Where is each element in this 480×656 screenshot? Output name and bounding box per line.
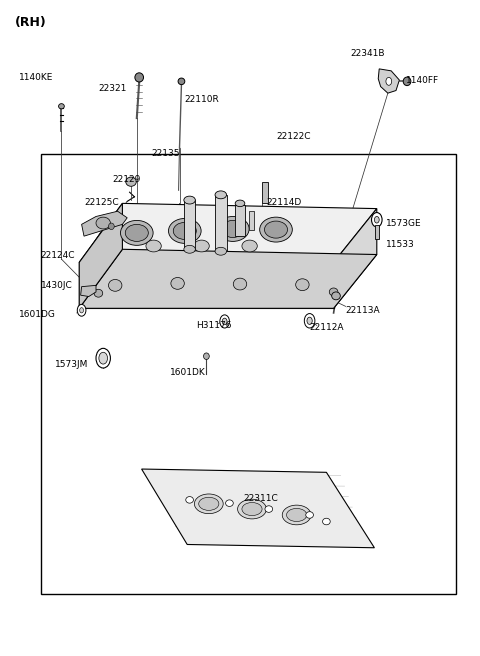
Ellipse shape (120, 220, 153, 245)
Ellipse shape (125, 224, 148, 241)
Bar (375, 225, 379, 239)
Ellipse shape (184, 196, 195, 204)
Text: 22112A: 22112A (310, 323, 344, 333)
Polygon shape (79, 249, 377, 308)
Ellipse shape (186, 497, 193, 503)
Text: 1430JC: 1430JC (41, 281, 72, 290)
Ellipse shape (108, 279, 122, 291)
Ellipse shape (264, 221, 288, 238)
Ellipse shape (215, 247, 227, 255)
Ellipse shape (220, 315, 229, 328)
Ellipse shape (307, 317, 312, 324)
Text: 1601DK: 1601DK (170, 368, 206, 377)
Ellipse shape (372, 213, 382, 227)
Ellipse shape (260, 217, 292, 242)
Text: 1601DG: 1601DG (19, 310, 56, 319)
Ellipse shape (168, 218, 201, 243)
Ellipse shape (304, 314, 315, 328)
Ellipse shape (238, 499, 266, 519)
Text: 22110R: 22110R (185, 95, 219, 104)
Ellipse shape (265, 506, 273, 512)
Ellipse shape (221, 220, 244, 237)
Ellipse shape (96, 217, 110, 229)
Ellipse shape (386, 77, 392, 85)
Ellipse shape (59, 104, 64, 109)
Bar (184, 200, 195, 249)
Text: 22129: 22129 (113, 175, 141, 184)
Ellipse shape (94, 289, 103, 297)
Ellipse shape (146, 240, 161, 252)
Ellipse shape (226, 500, 233, 506)
Ellipse shape (171, 277, 184, 289)
Ellipse shape (184, 245, 195, 253)
Ellipse shape (242, 240, 257, 252)
Ellipse shape (108, 223, 114, 230)
Bar (215, 195, 227, 251)
Ellipse shape (194, 240, 209, 252)
Ellipse shape (194, 494, 223, 514)
Polygon shape (82, 211, 127, 236)
Ellipse shape (77, 304, 86, 316)
Text: 22341B: 22341B (350, 49, 385, 58)
Bar (41, 154, 456, 594)
Bar (249, 211, 254, 230)
Ellipse shape (80, 308, 84, 313)
Ellipse shape (323, 518, 330, 525)
Ellipse shape (126, 177, 136, 186)
Ellipse shape (178, 78, 185, 85)
Text: 22125C: 22125C (84, 197, 119, 207)
Text: 22124C: 22124C (41, 251, 75, 260)
Ellipse shape (287, 508, 307, 522)
Ellipse shape (332, 292, 340, 300)
Ellipse shape (135, 73, 144, 82)
Polygon shape (334, 209, 377, 308)
Bar (235, 205, 245, 236)
Ellipse shape (235, 200, 245, 207)
Text: 1140FF: 1140FF (406, 75, 439, 85)
Text: 1140KE: 1140KE (19, 73, 54, 82)
Ellipse shape (215, 191, 227, 199)
Ellipse shape (96, 348, 110, 368)
Bar (262, 182, 268, 203)
Polygon shape (79, 203, 377, 262)
Text: 1573GE: 1573GE (386, 218, 422, 228)
Polygon shape (79, 203, 122, 308)
Polygon shape (142, 469, 374, 548)
Ellipse shape (306, 512, 313, 518)
Text: (RH): (RH) (14, 16, 46, 30)
Text: 22114D: 22114D (266, 197, 301, 207)
Polygon shape (378, 69, 399, 93)
Text: 22113A: 22113A (346, 306, 380, 315)
Text: 22122C: 22122C (276, 132, 311, 141)
Ellipse shape (233, 278, 247, 290)
Text: 11533: 11533 (386, 239, 415, 249)
Text: H31176: H31176 (196, 321, 231, 330)
Ellipse shape (403, 77, 411, 86)
Ellipse shape (222, 318, 227, 325)
Polygon shape (81, 285, 96, 297)
Ellipse shape (99, 352, 108, 364)
Ellipse shape (199, 497, 219, 510)
Text: 1573JM: 1573JM (55, 360, 89, 369)
Ellipse shape (329, 288, 338, 296)
Ellipse shape (204, 353, 209, 359)
Polygon shape (79, 262, 334, 308)
Ellipse shape (296, 279, 309, 291)
Text: 22321: 22321 (98, 84, 127, 93)
Text: 22311C: 22311C (244, 494, 278, 503)
Ellipse shape (374, 216, 379, 223)
Ellipse shape (173, 222, 196, 239)
Ellipse shape (242, 502, 262, 516)
Ellipse shape (216, 216, 249, 241)
Text: 22135: 22135 (151, 149, 180, 158)
Ellipse shape (282, 505, 311, 525)
